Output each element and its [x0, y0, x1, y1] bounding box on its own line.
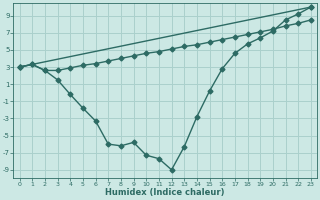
X-axis label: Humidex (Indice chaleur): Humidex (Indice chaleur) — [106, 188, 225, 197]
